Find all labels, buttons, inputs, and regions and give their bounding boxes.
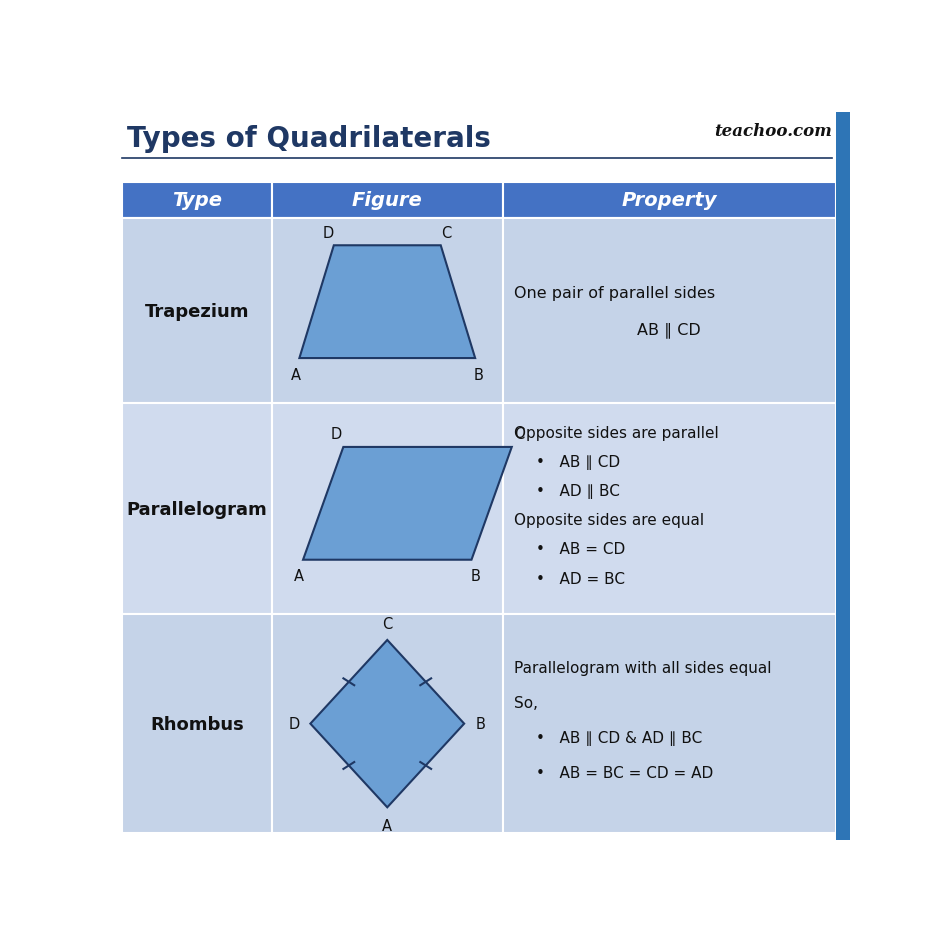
- Bar: [272, 219, 502, 404]
- Text: •   AB ∥ CD: • AB ∥ CD: [535, 455, 619, 470]
- Polygon shape: [303, 447, 512, 560]
- Polygon shape: [299, 246, 475, 359]
- Polygon shape: [310, 640, 464, 807]
- Text: C: C: [514, 427, 524, 442]
- Bar: [834, 113, 850, 840]
- Text: C: C: [381, 616, 392, 632]
- Bar: [122, 219, 272, 404]
- Text: Type: Type: [172, 191, 222, 210]
- Bar: [272, 615, 502, 833]
- Text: C: C: [441, 226, 451, 241]
- Text: B: B: [475, 716, 484, 732]
- Bar: [502, 219, 834, 404]
- Bar: [122, 615, 272, 833]
- Text: •   AD ∥ BC: • AD ∥ BC: [535, 483, 619, 498]
- Bar: [502, 404, 834, 615]
- Text: A: A: [295, 568, 304, 583]
- Text: B: B: [473, 367, 483, 382]
- Bar: [502, 615, 834, 833]
- Text: Trapezium: Trapezium: [144, 302, 249, 320]
- Text: teachoo.com: teachoo.com: [714, 123, 832, 140]
- Bar: [502, 182, 834, 219]
- Bar: [272, 182, 502, 219]
- Text: •   AB = BC = CD = AD: • AB = BC = CD = AD: [535, 765, 712, 780]
- Text: •   AD = BC: • AD = BC: [535, 571, 624, 586]
- Text: Opposite sides are equal: Opposite sides are equal: [514, 513, 703, 528]
- Text: Property: Property: [621, 191, 716, 210]
- Text: A: A: [291, 367, 300, 382]
- Text: AB ∥ CD: AB ∥ CD: [636, 322, 700, 337]
- Text: One pair of parallel sides: One pair of parallel sides: [514, 286, 714, 301]
- Text: Types of Quadrilaterals: Types of Quadrilaterals: [126, 125, 490, 153]
- Text: Opposite sides are parallel: Opposite sides are parallel: [514, 426, 717, 441]
- Bar: [272, 404, 502, 615]
- Text: D: D: [288, 716, 299, 732]
- Text: A: A: [382, 818, 392, 834]
- Text: Figure: Figure: [351, 191, 422, 210]
- Text: •   AB ∥ CD & AD ∥ BC: • AB ∥ CD & AD ∥ BC: [535, 730, 701, 745]
- Text: Rhombus: Rhombus: [150, 715, 244, 733]
- Bar: [122, 182, 272, 219]
- Text: Parallelogram: Parallelogram: [126, 500, 267, 518]
- Text: Parallelogram with all sides equal: Parallelogram with all sides equal: [514, 661, 770, 675]
- Text: So,: So,: [514, 696, 537, 710]
- Text: D: D: [322, 226, 333, 241]
- Text: •   AB = CD: • AB = CD: [535, 542, 624, 557]
- Text: D: D: [330, 427, 342, 442]
- Text: B: B: [470, 568, 480, 583]
- Bar: [122, 404, 272, 615]
